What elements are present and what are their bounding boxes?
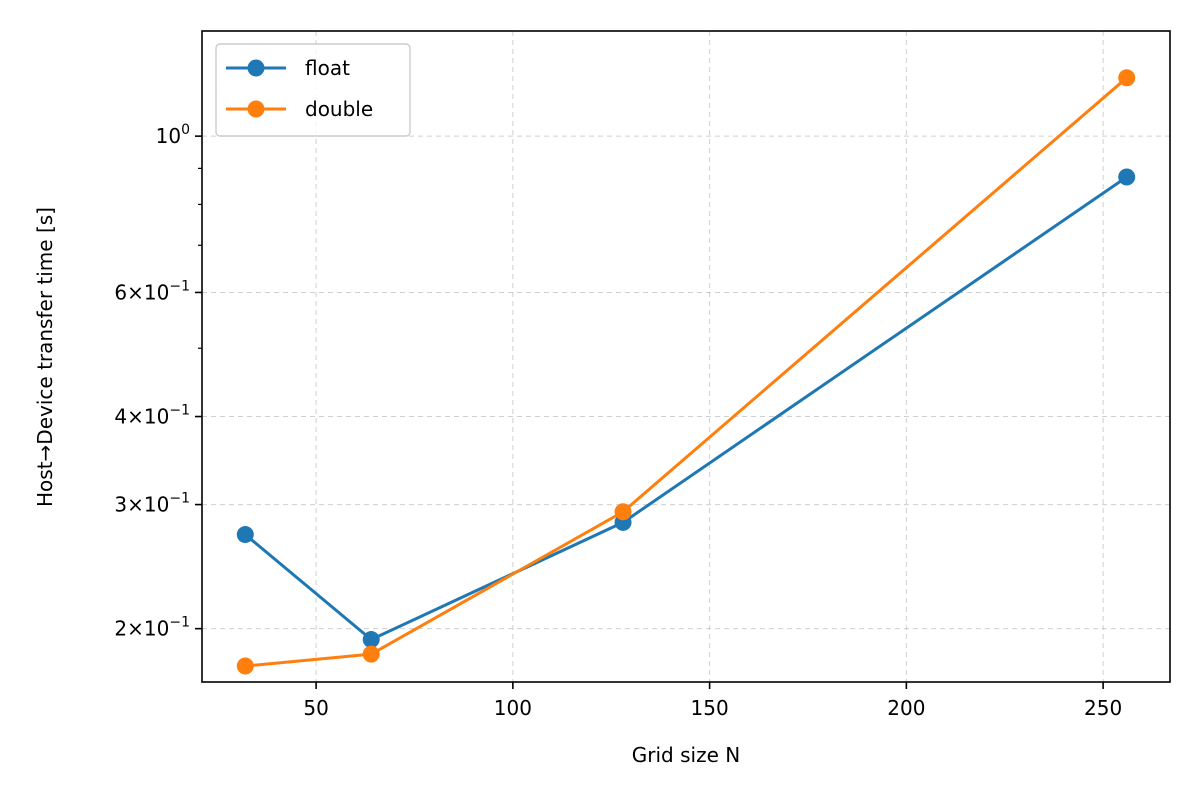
series-line-double <box>245 76 1128 668</box>
data-point-double <box>362 645 380 663</box>
series-line-float <box>244 175 1128 642</box>
legend: float double <box>215 43 411 137</box>
y-axis-label: Host→Device transfer time [s] <box>33 207 57 507</box>
y-tick-label: 6×10−1 <box>114 278 190 304</box>
data-point-double <box>1118 69 1136 87</box>
x-tick-label: 250 <box>1084 696 1122 720</box>
data-point-float <box>236 526 254 544</box>
x-axis: 50 100 150 200 250 <box>303 682 1122 720</box>
legend-label-double: double <box>305 97 373 121</box>
y-axis: 2×10−1 3×10−1 4×10−1 6×10−1 100 <box>114 122 202 641</box>
x-tick-label: 200 <box>887 696 925 720</box>
legend-marker-float <box>247 59 265 77</box>
data-point-float <box>362 631 380 649</box>
plot-frame <box>201 30 1171 683</box>
data-point-double <box>236 657 254 675</box>
x-tick-label: 100 <box>494 696 532 720</box>
x-tick-label: 50 <box>303 696 328 720</box>
legend-label-float: float <box>305 56 350 80</box>
y-tick-label: 3×10−1 <box>114 491 190 517</box>
y-tick-label: 100 <box>156 122 190 148</box>
x-tick-label: 150 <box>691 696 729 720</box>
series-layer <box>236 69 1136 675</box>
data-point-float <box>1118 168 1136 186</box>
data-point-double <box>614 503 632 521</box>
y-tick-label: 2×10−1 <box>114 615 190 641</box>
x-axis-label: Grid size N <box>632 743 740 767</box>
legend-marker-double <box>247 100 265 118</box>
y-tick-label: 4×10−1 <box>114 403 190 429</box>
